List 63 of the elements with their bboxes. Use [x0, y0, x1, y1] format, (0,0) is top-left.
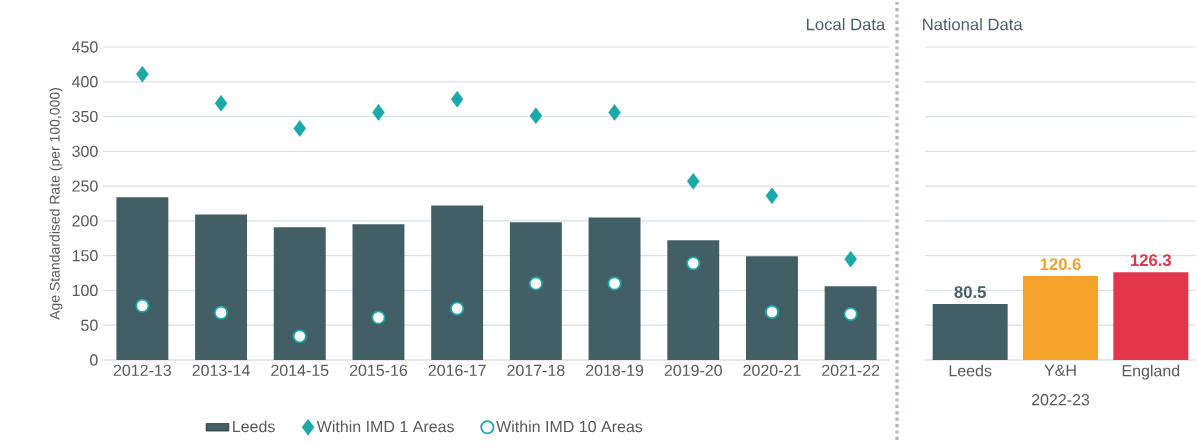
- x-tick-label: 2015-16: [349, 364, 408, 377]
- bar: [273, 227, 326, 360]
- point: [371, 310, 386, 325]
- y-tick-label: 150: [72, 250, 98, 262]
- point: [844, 250, 857, 268]
- x-axis-title: 2022-23: [1031, 394, 1090, 406]
- point: [686, 172, 700, 190]
- point: [136, 65, 149, 83]
- x-tick-label: 2021-22: [822, 364, 880, 377]
- bar: [667, 240, 720, 360]
- point: [372, 104, 385, 121]
- point: [293, 120, 307, 137]
- point: [214, 305, 229, 320]
- y-tick-label: 450: [71, 41, 98, 53]
- x-tick-label: 2018-19: [585, 364, 644, 377]
- x-tick-label: 2019-20: [664, 364, 722, 377]
- y-tick-label: 400: [71, 76, 98, 88]
- bar: [431, 205, 484, 360]
- y-tick-label: 300: [72, 145, 98, 157]
- x-tick-label: England: [1122, 364, 1180, 380]
- point: [292, 329, 307, 344]
- bar: [824, 286, 877, 360]
- point: [843, 307, 858, 322]
- x-tick-label: 2012-13: [113, 364, 172, 377]
- point: [450, 90, 464, 108]
- point: [214, 95, 228, 112]
- data-label: 80.5: [954, 286, 986, 298]
- point: [765, 187, 779, 205]
- chart-title: Local Data: [806, 18, 886, 31]
- y-tick-label: 50: [81, 319, 98, 331]
- x-tick-label: 2016-17: [428, 364, 486, 377]
- data-label: 120.6: [1040, 258, 1081, 271]
- bar: [588, 217, 641, 360]
- x-tick-label: 2013-14: [192, 364, 250, 377]
- y-axis-title: Age Standardised Rate (per 100,000): [49, 88, 63, 320]
- point: [686, 256, 701, 271]
- point: [764, 304, 779, 319]
- point: [608, 104, 621, 121]
- legend-label: Within IMD 10 Areas: [496, 420, 643, 433]
- point: [529, 107, 543, 125]
- bar: [195, 214, 248, 360]
- x-tick-label: 2017-18: [507, 364, 565, 377]
- y-tick-label: 100: [72, 284, 98, 297]
- x-tick-label: 2020-21: [743, 364, 801, 377]
- legend-label: Within IMD 1 Areas: [316, 420, 454, 433]
- data-label: 126.3: [1131, 254, 1172, 267]
- point: [607, 276, 622, 291]
- y-tick-label: 350: [72, 110, 98, 123]
- point: [135, 298, 150, 313]
- y-tick-label: 250: [72, 180, 98, 192]
- bar: [745, 256, 798, 360]
- chart-title: National Data: [923, 18, 1023, 31]
- bar: [116, 197, 169, 360]
- bar: [352, 224, 405, 360]
- x-tick-label: Y&H: [1044, 364, 1076, 376]
- bar: [509, 222, 562, 360]
- point: [528, 276, 543, 291]
- point: [450, 301, 465, 316]
- y-tick-label: 0: [90, 354, 98, 366]
- legend-label: Leeds: [233, 420, 275, 433]
- y-tick-label: 200: [72, 215, 98, 227]
- x-tick-label: Leeds: [949, 364, 992, 377]
- x-tick-label: 2014-15: [271, 364, 329, 377]
